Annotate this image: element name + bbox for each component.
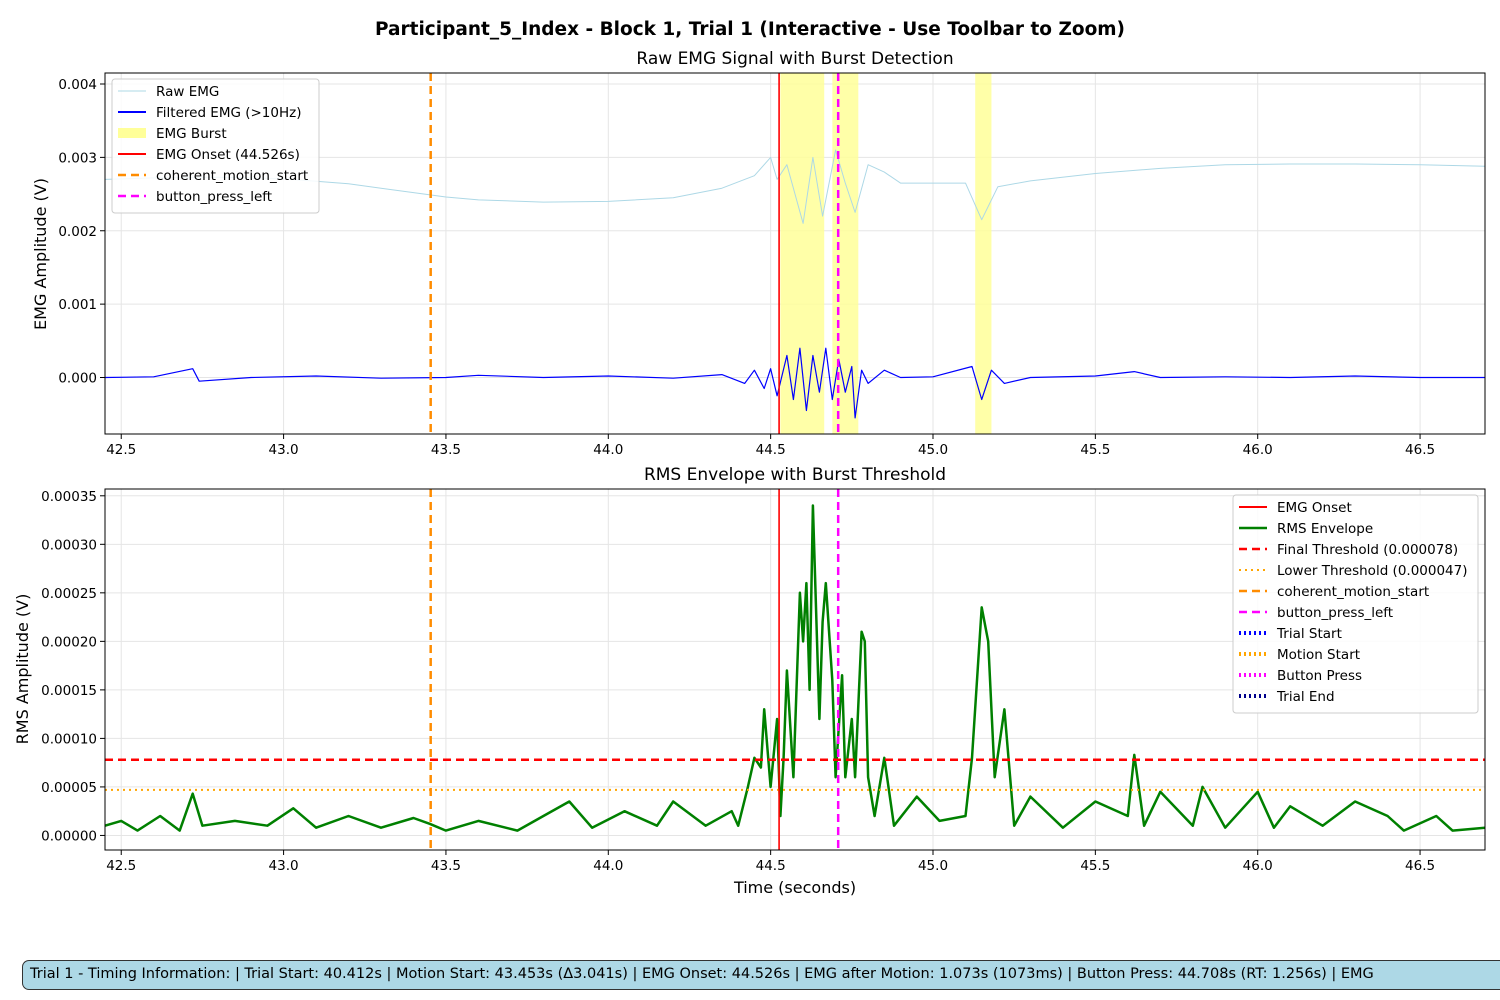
legend: Raw EMG Filtered EMG (>10Hz) EMG Burst EMG … [111,78,320,214]
legend-label: Lower Threshold (0.000047) [1277,563,1468,579]
x-tick-label: 43.5 [431,858,461,874]
x-tick-label: 44.0 [593,858,623,874]
legend-label: Final Threshold (0.000078) [1277,542,1458,558]
x-tick-label: 43.5 [431,442,461,458]
legend-entry: Lower Threshold (0.000047) [1239,563,1468,579]
emg-burst-region [975,73,992,434]
legend-entry: Filtered EMG (>10Hz) [118,105,302,121]
axes-frame [104,72,1486,435]
legend-entry: Button Press [1239,668,1362,684]
rms-xlabel: Time (seconds) [733,878,856,897]
legend-label: Trial Start [1276,626,1342,642]
y-tick-label: 0.004 [58,77,97,93]
legend-entry: Raw EMG [118,84,219,100]
plot-area [105,489,1485,850]
legend-entry: Final Threshold (0.000078) [1239,542,1458,558]
legend-entry: button_press_left [118,189,272,205]
x-tick-label: 45.0 [918,858,948,874]
legend-entry: Motion Start [1239,647,1360,663]
x-tick-label: 42.5 [106,858,136,874]
x-tick-label: 45.5 [1080,858,1110,874]
legend-entry: Trial End [1239,689,1335,705]
rms-title: RMS Envelope with Burst Threshold [644,465,946,485]
y-tick-label: 0.00025 [41,586,97,602]
timing-info-box: Trial 1 - Timing Information: | Trial St… [22,960,1500,990]
x-tick-label: 43.0 [269,858,299,874]
rms-envelope-panel: RMS Envelope with Burst Threshold RMS Am… [13,465,1486,897]
legend-label: EMG Burst [156,126,227,142]
x-tick-label: 46.0 [1243,858,1273,874]
x-tick-label: 43.0 [269,442,299,458]
legend-frame [111,78,320,214]
legend-label: Filtered EMG (>10Hz) [156,105,302,121]
legend: EMG Onset RMS Envelope Final Threshold (0.… [1232,494,1479,714]
legend-label: Button Press [1277,668,1362,684]
legend-label: EMG Onset (44.526s) [156,147,300,163]
y-tick-label: 0.00020 [41,634,97,650]
emg-burst-region [832,73,859,434]
raw-emg-panel: Raw EMG Signal with Burst Detection EMG … [31,49,1486,458]
x-tick-label: 44.5 [756,858,786,874]
legend-entry: Trial Start [1239,626,1342,642]
y-tick-label: 0.001 [58,297,97,313]
legend-entry: coherent_motion_start [1239,584,1429,600]
x-tick-label: 44.5 [756,442,786,458]
x-tick-label: 45.5 [1080,442,1110,458]
legend-swatch [118,128,146,138]
legend-frame [1232,494,1479,714]
legend-label: EMG Onset [1277,500,1352,516]
legend-label: coherent_motion_start [1277,584,1429,600]
y-tick-label: 0.00005 [41,780,97,796]
x-tick-label: 46.5 [1405,858,1435,874]
legend-label: button_press_left [156,189,272,205]
legend-entry: button_press_left [1239,605,1393,621]
y-tick-label: 0.00015 [41,683,97,699]
plot-area [105,73,1485,434]
y-tick-label: 0.000 [58,371,97,387]
legend-entry: coherent_motion_start [118,168,308,184]
series-filtered-emg-10hz [105,347,1485,419]
legend-label: Motion Start [1277,647,1360,663]
y-tick-label: 0.003 [58,150,97,166]
legend-entry: EMG Onset (44.526s) [118,147,300,163]
legend-entry: EMG Onset [1239,500,1352,516]
raw-emg-ylabel: EMG Amplitude (V) [31,178,50,330]
y-tick-label: 0.00000 [41,828,97,844]
x-tick-label: 44.0 [593,442,623,458]
figure-title: Participant_5_Index - Block 1, Trial 1 (… [375,19,1125,40]
x-tick-label: 46.5 [1405,442,1435,458]
legend-label: coherent_motion_start [156,168,308,184]
series-rms-envelope [105,504,1485,832]
raw-emg-title: Raw EMG Signal with Burst Detection [636,49,953,69]
y-tick-label: 0.00030 [41,537,97,553]
legend-label: Raw EMG [156,84,219,100]
y-tick-label: 0.002 [58,224,97,240]
legend-label: Trial End [1276,689,1335,705]
legend-entry: EMG Burst [118,126,227,142]
series-raw-emg [105,149,1485,224]
y-tick-label: 0.00035 [41,489,97,505]
x-tick-label: 45.0 [918,442,948,458]
x-tick-label: 42.5 [106,442,136,458]
rms-ylabel: RMS Amplitude (V) [13,594,32,745]
x-tick-label: 46.0 [1243,442,1273,458]
legend-entry: RMS Envelope [1239,521,1373,537]
axes-frame [104,488,1486,851]
legend-label: RMS Envelope [1277,521,1373,537]
legend-label: button_press_left [1277,605,1393,621]
y-tick-label: 0.00010 [41,731,97,747]
